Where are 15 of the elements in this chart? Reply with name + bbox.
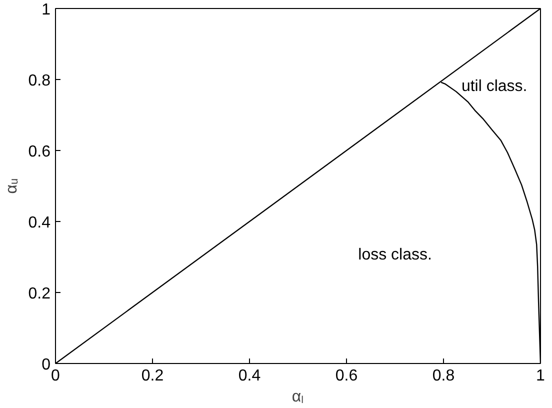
x-tick-label: 0.2 bbox=[141, 368, 164, 384]
y-tick-label: 0.2 bbox=[28, 286, 51, 302]
annotation: util class. bbox=[461, 78, 528, 96]
y-tick-label: 1 bbox=[42, 2, 51, 18]
annotation: loss class. bbox=[358, 246, 432, 264]
x-axis-title: αₗ bbox=[292, 388, 304, 406]
y-axis-title: αᵤ bbox=[3, 178, 20, 194]
x-tick-label: 0.8 bbox=[432, 368, 455, 384]
x-tick-label: 0.4 bbox=[238, 368, 261, 384]
x-tick-label: 1 bbox=[536, 368, 546, 384]
y-tick-label: 0.6 bbox=[28, 144, 51, 160]
x-tick-label: 0.6 bbox=[335, 368, 358, 384]
y-tick-label: 0.8 bbox=[28, 72, 51, 90]
y-tick-label: 0.4 bbox=[28, 214, 51, 232]
y-tick-label: 0 bbox=[42, 356, 51, 374]
